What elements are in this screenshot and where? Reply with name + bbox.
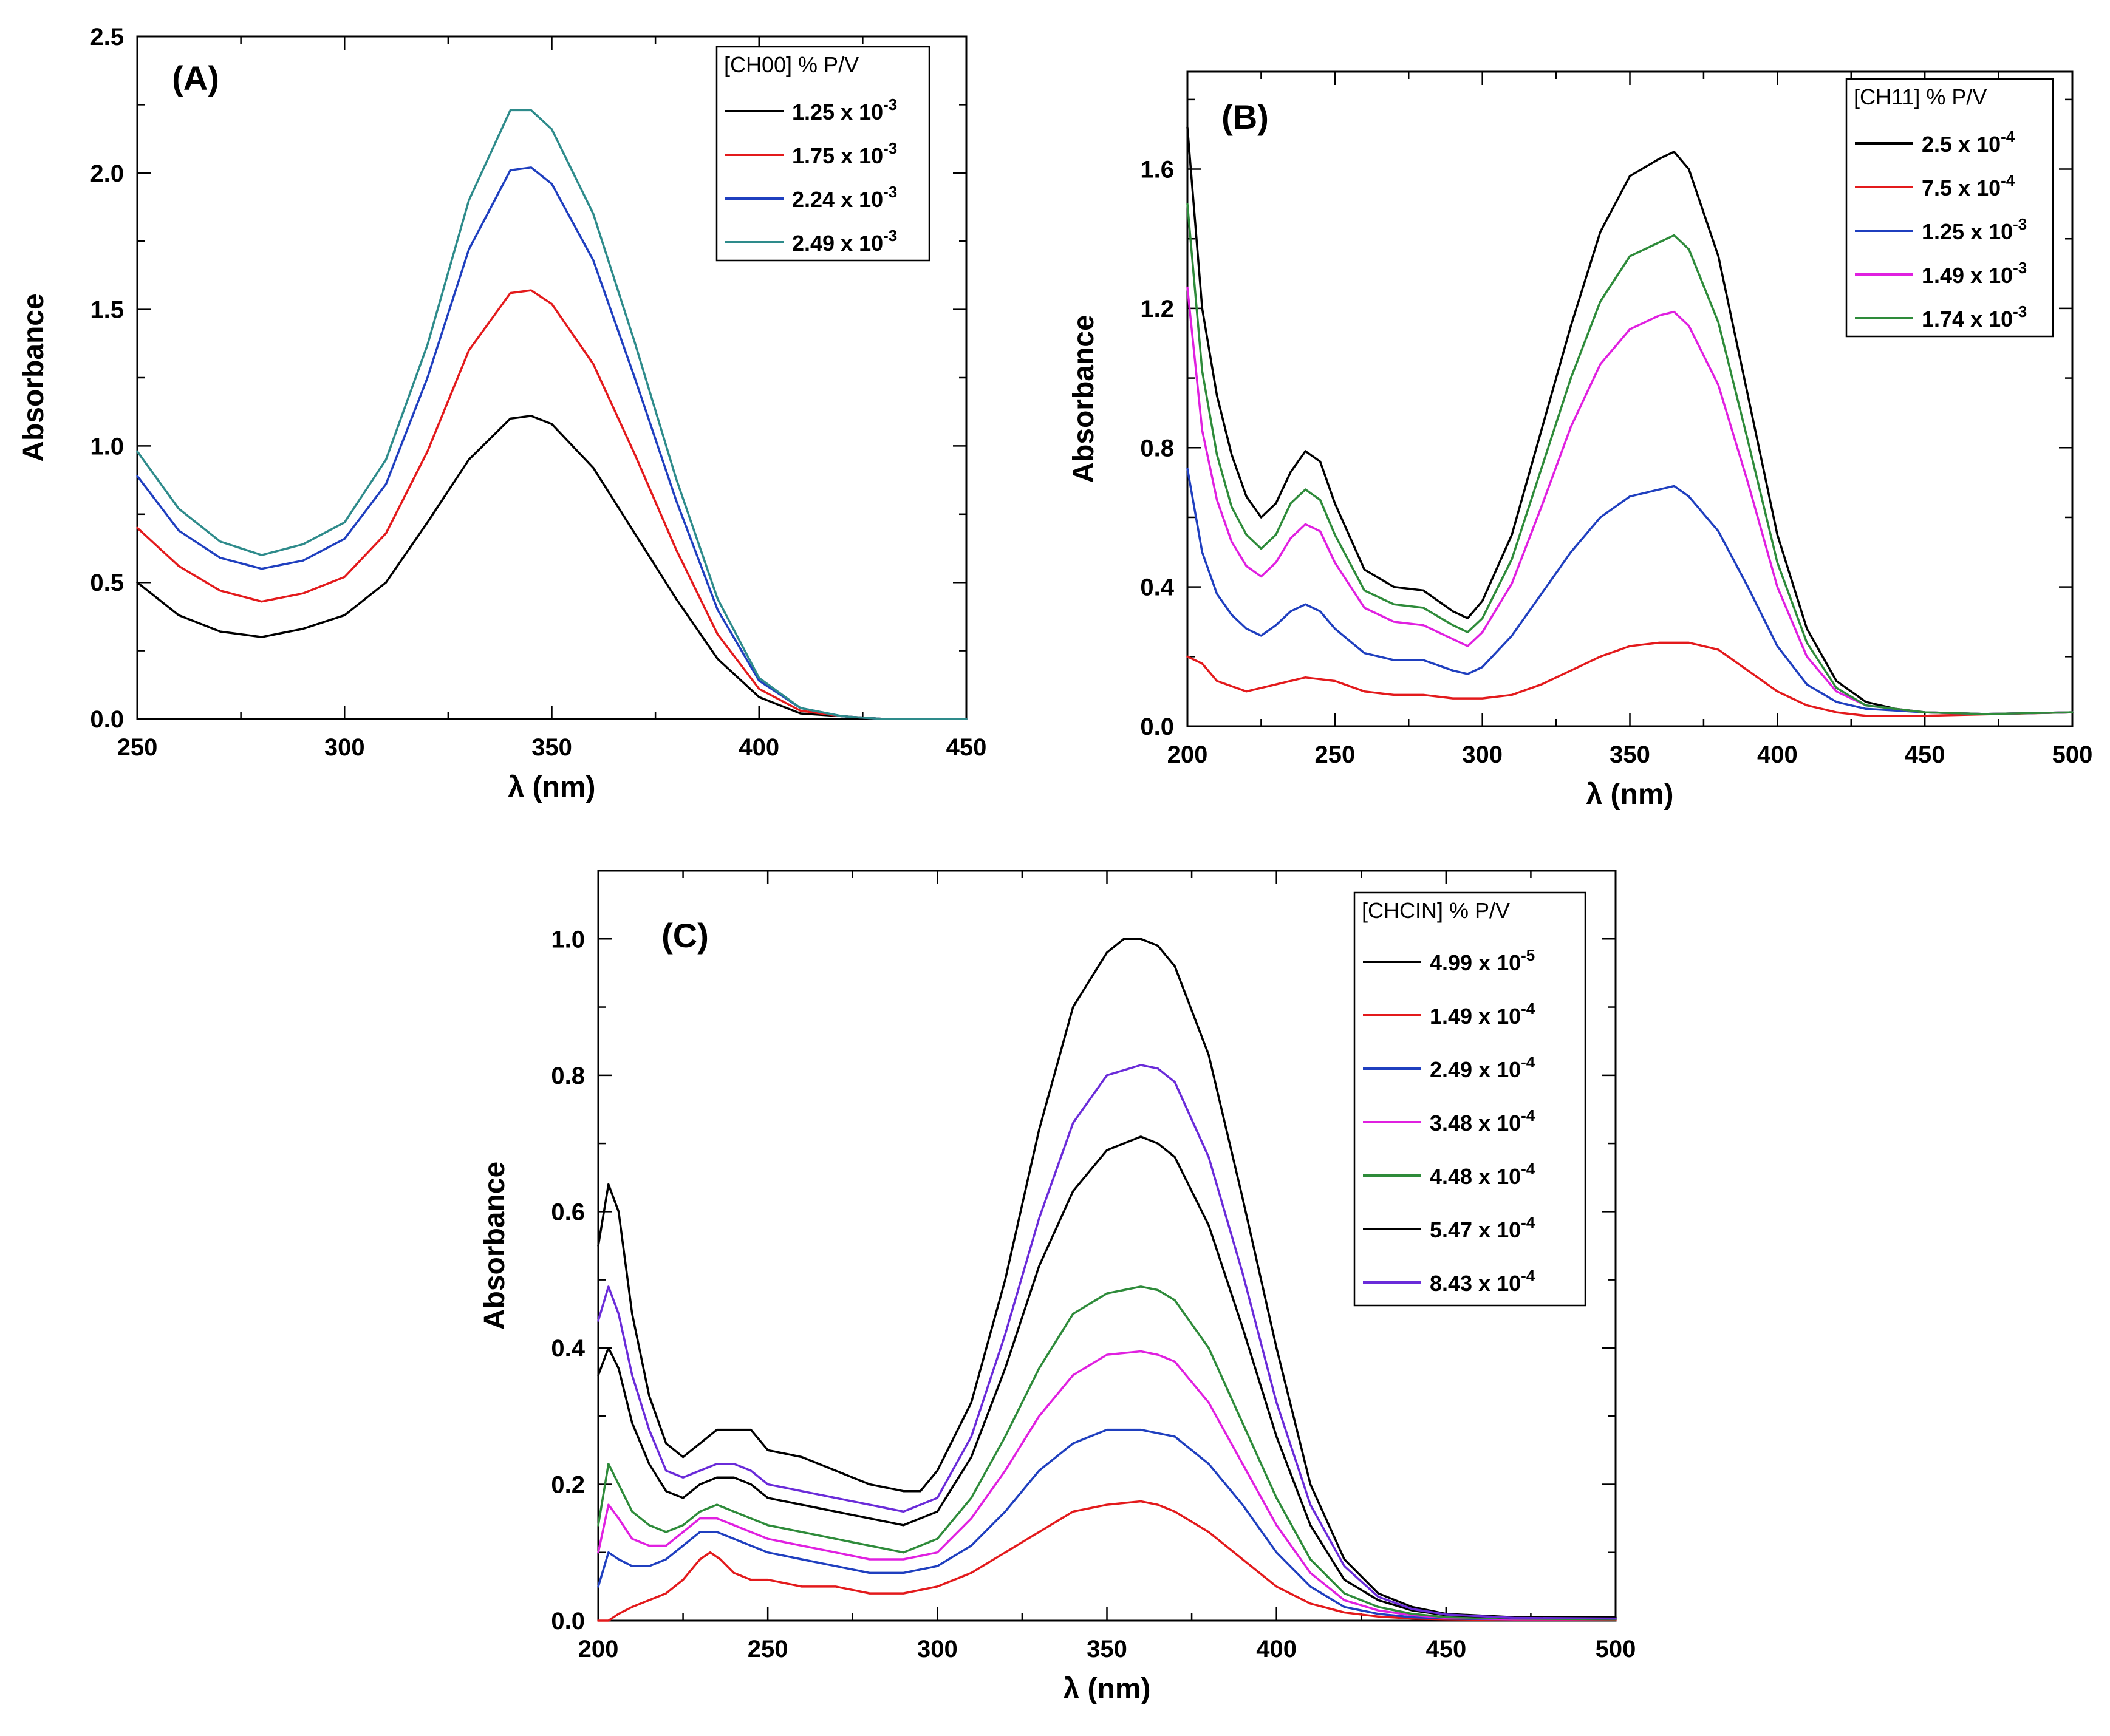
series-line-3 bbox=[1186, 467, 2074, 715]
series-line-4 bbox=[136, 109, 968, 720]
legend-label: 3.48 x 10-4 bbox=[1430, 1106, 1535, 1135]
legend-label: 1.25 x 10-3 bbox=[792, 95, 897, 124]
legend-label: 1.49 x 10-4 bbox=[1430, 999, 1535, 1029]
y-tick-label: 2.5 bbox=[90, 24, 124, 50]
x-tick-label: 250 bbox=[117, 734, 158, 761]
series-line-5 bbox=[1186, 203, 2074, 715]
series-line-2 bbox=[597, 1500, 1617, 1622]
y-tick-label: 0.6 bbox=[551, 1199, 585, 1225]
y-tick-label: 1.0 bbox=[551, 926, 585, 953]
legend-label: 2.5 x 10-4 bbox=[1922, 128, 2015, 157]
x-tick-label: 300 bbox=[324, 734, 365, 761]
series-line-1 bbox=[1186, 126, 2074, 715]
legend-label: 4.99 x 10-5 bbox=[1430, 946, 1535, 975]
x-tick-label: 500 bbox=[1596, 1636, 1636, 1663]
series-line-6 bbox=[597, 1135, 1617, 1620]
legend-box bbox=[1845, 78, 2054, 338]
legend-title: [CH11] % P/V bbox=[1854, 84, 1987, 109]
y-tick-label: 2.0 bbox=[90, 160, 124, 187]
x-tick-label: 400 bbox=[739, 734, 779, 761]
chart-panel-a: 250 300 350 400 450 0.0 0.5 1.0 1.5 2.0 2.5 λ (nm) A… bbox=[18, 24, 986, 803]
legend-label: 1.49 x 10-3 bbox=[1922, 259, 2027, 288]
series-line-7 bbox=[597, 1064, 1617, 1620]
panel-label: (A) bbox=[172, 59, 219, 97]
legend-label: 8.43 x 10-4 bbox=[1430, 1267, 1535, 1296]
y-tick-label: 0.5 bbox=[90, 570, 124, 596]
x-tick-label: 250 bbox=[1314, 741, 1355, 768]
y-axis-label: Absorbance bbox=[479, 1162, 511, 1330]
x-tick-label: 350 bbox=[1087, 1636, 1127, 1663]
panel-label: (C) bbox=[661, 916, 709, 955]
series-line-2 bbox=[1186, 641, 2074, 717]
legend-label: 1.75 x 10-3 bbox=[792, 139, 897, 168]
y-tick-label: 1.6 bbox=[1140, 157, 1174, 183]
x-tick-label: 400 bbox=[1757, 741, 1798, 768]
legend-label: 4.48 x 10-4 bbox=[1430, 1160, 1535, 1189]
series-line-1 bbox=[597, 938, 1617, 1619]
legend-label: 7.5 x 10-4 bbox=[1922, 171, 2015, 200]
series-line-3 bbox=[597, 1428, 1617, 1621]
chart-panel-b: 200 250 300 350 400 450 500 0.0 0.4 0.8 1.2 1.6 λ (n… bbox=[1068, 70, 2093, 811]
x-tick-label: 300 bbox=[917, 1636, 958, 1663]
x-tick-label: 200 bbox=[1167, 741, 1208, 768]
y-tick-label: 1.2 bbox=[1140, 296, 1174, 322]
x-tick-label: 300 bbox=[1462, 741, 1503, 768]
y-tick-label: 0.2 bbox=[551, 1471, 585, 1498]
y-tick-label: 0.8 bbox=[1140, 435, 1174, 461]
legend-label: 1.74 x 10-3 bbox=[1922, 302, 2027, 332]
x-tick-label: 450 bbox=[946, 734, 987, 761]
y-tick-label: 0.0 bbox=[1140, 713, 1174, 740]
series-line-1 bbox=[136, 415, 968, 720]
chart-panel-c: 200 250 300 350 400 450 500 0.0 0.2 0.4 0.6 0.8 1.0 λ… bbox=[479, 870, 1636, 1705]
y-axis-label: Absorbance bbox=[18, 293, 50, 461]
y-axis-label: Absorbance bbox=[1068, 315, 1100, 483]
series-line-4 bbox=[597, 1350, 1617, 1621]
x-axis-label: λ (nm) bbox=[1064, 1673, 1151, 1705]
series-line-5 bbox=[597, 1285, 1617, 1621]
legend-title: [CHCIN] % P/V bbox=[1362, 898, 1510, 923]
y-tick-label: 0.0 bbox=[90, 706, 124, 733]
legend-label: 2.24 x 10-3 bbox=[792, 183, 897, 212]
y-tick-label: 1.5 bbox=[90, 297, 124, 324]
legend-label: 2.49 x 10-3 bbox=[792, 226, 897, 256]
x-tick-label: 250 bbox=[748, 1636, 788, 1663]
x-axis-label: λ (nm) bbox=[1586, 778, 1674, 811]
y-tick-label: 1.0 bbox=[90, 433, 124, 460]
legend-label: 1.25 x 10-3 bbox=[1922, 215, 2027, 244]
x-axis-label: λ (nm) bbox=[508, 771, 596, 803]
legend: [CH00] % P/V 1.25 x 10-3 1.75 x 10-3 2.24 x… bbox=[715, 46, 930, 262]
series-line-2 bbox=[136, 289, 968, 720]
x-tick-label: 500 bbox=[2052, 741, 2093, 768]
legend-title: [CH00] % P/V bbox=[724, 52, 859, 77]
x-tick-label: 350 bbox=[531, 734, 572, 761]
x-tick-label: 400 bbox=[1256, 1636, 1297, 1663]
x-tick-label: 350 bbox=[1610, 741, 1650, 768]
legend: [CH11] % P/V 2.5 x 10-4 7.5 x 10-4 1.25 x 1… bbox=[1845, 78, 2054, 338]
y-tick-label: 0.4 bbox=[1140, 574, 1174, 601]
x-tick-label: 450 bbox=[1905, 741, 1945, 768]
x-tick-label: 200 bbox=[578, 1636, 619, 1663]
series-line-4 bbox=[1186, 286, 2074, 715]
y-tick-label: 0.0 bbox=[551, 1608, 585, 1635]
legend-label: 5.47 x 10-4 bbox=[1430, 1213, 1535, 1242]
y-tick-label: 0.8 bbox=[551, 1063, 585, 1089]
x-tick-label: 450 bbox=[1425, 1636, 1466, 1663]
y-tick-label: 0.4 bbox=[551, 1335, 585, 1362]
panel-label: (B) bbox=[1221, 98, 1269, 136]
legend: [CHCIN] % P/V 4.99 x 10-5 1.49 x 10-4 2.49 … bbox=[1353, 891, 1586, 1307]
legend-label: 2.49 x 10-4 bbox=[1430, 1053, 1535, 1082]
